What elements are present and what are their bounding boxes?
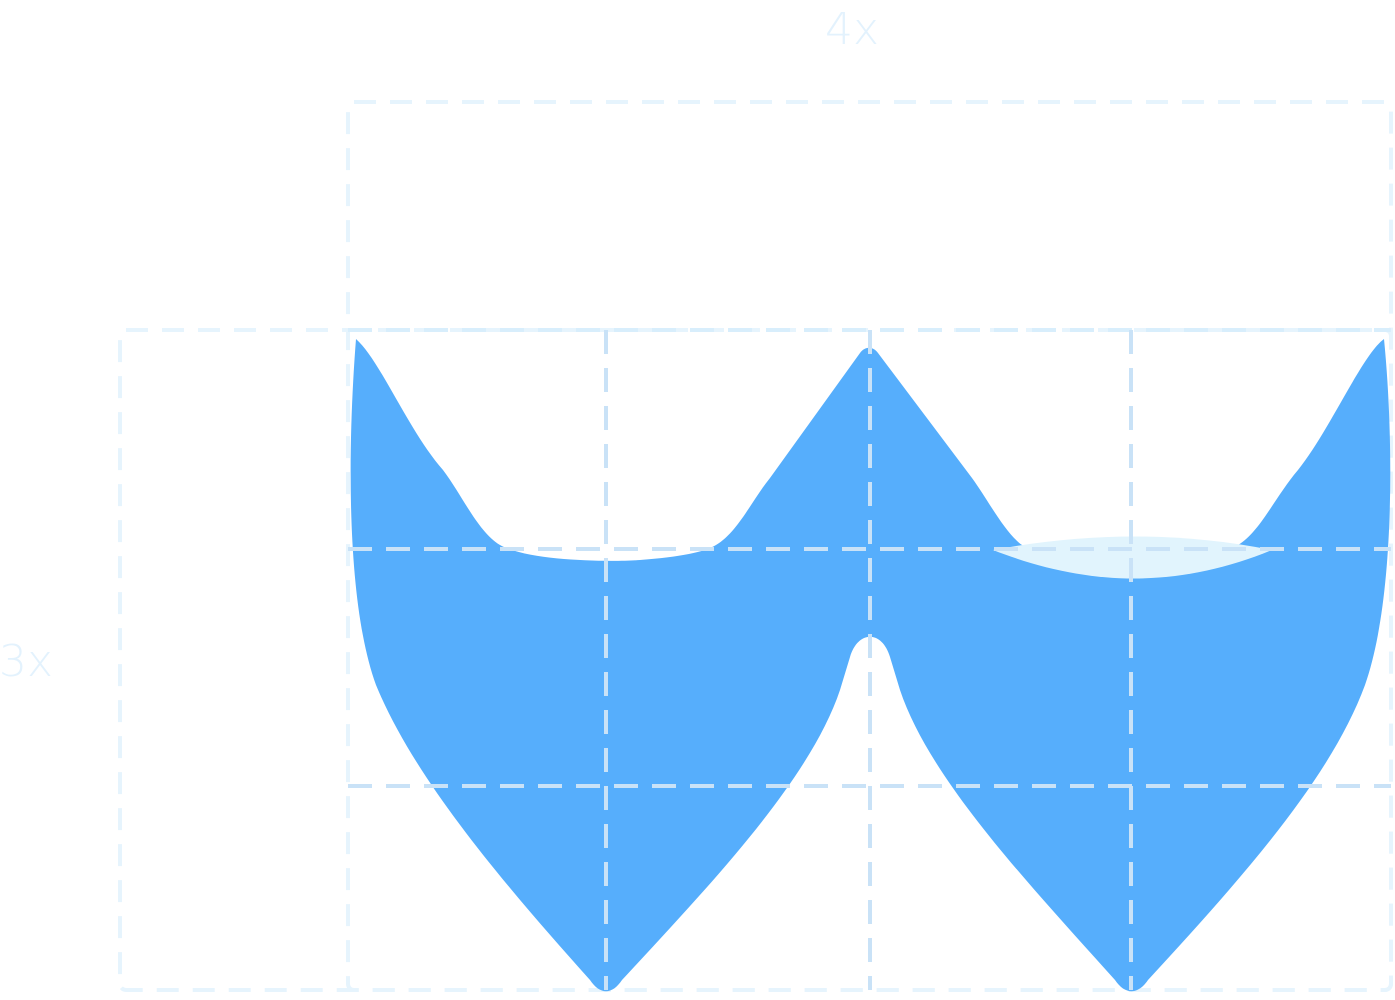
w-letter-logo bbox=[350, 339, 1391, 992]
height-guide-frame bbox=[118, 328, 1393, 992]
width-multiplier-label: 4x bbox=[825, 4, 879, 55]
outer-guide-frames bbox=[118, 100, 1393, 992]
logo-shape bbox=[350, 339, 1391, 992]
inner-guide-grid bbox=[348, 328, 1391, 990]
height-multiplier-label: 3x bbox=[0, 636, 53, 687]
